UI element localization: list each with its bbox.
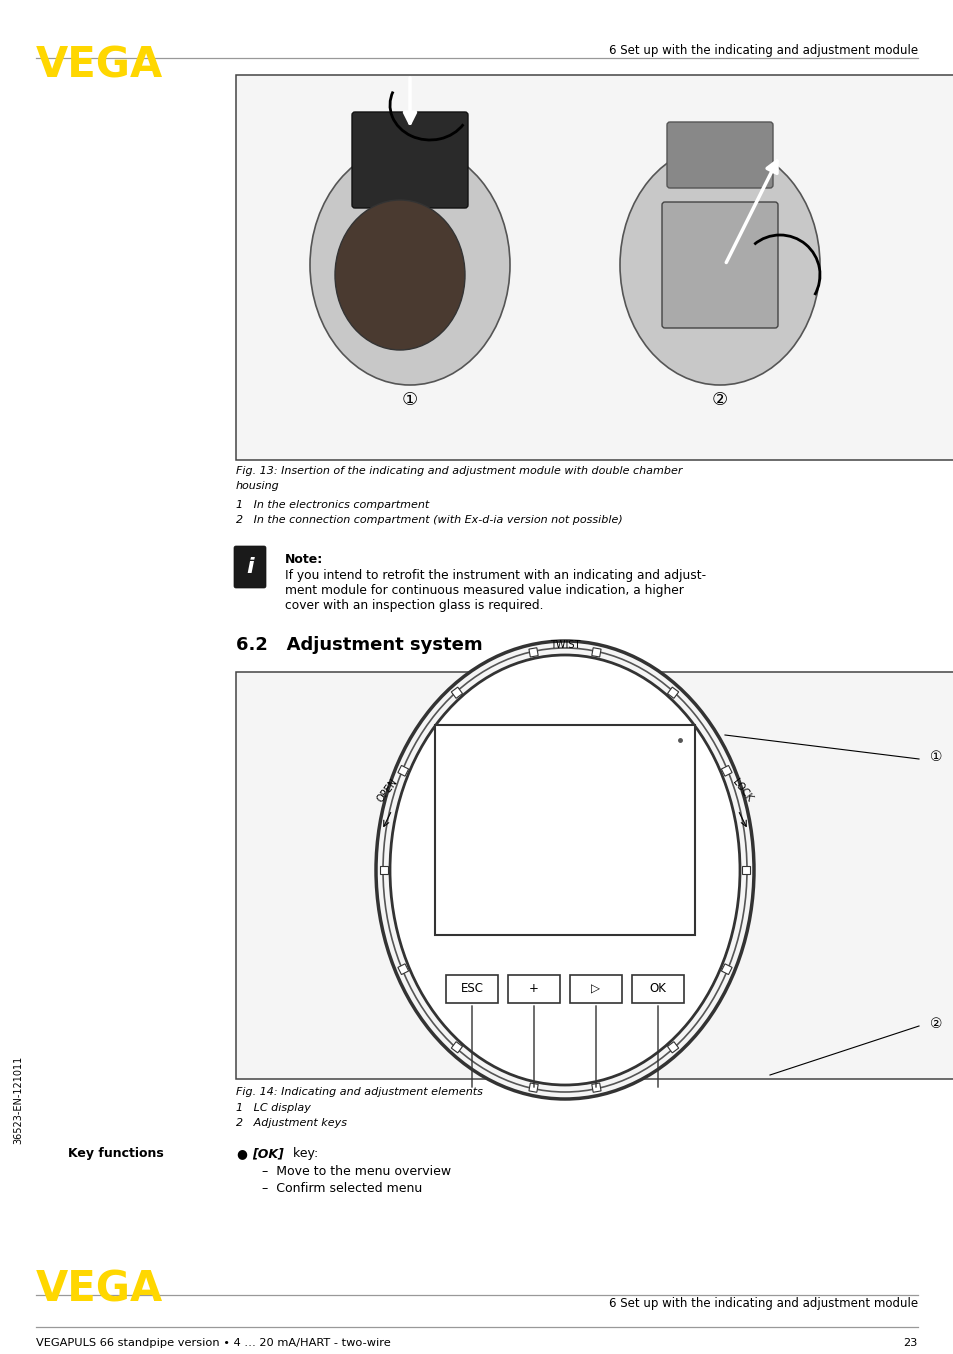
Bar	[591, 1083, 600, 1093]
Text: 6.2   Adjustment system: 6.2 Adjustment system	[235, 636, 482, 654]
Bar	[528, 1083, 537, 1093]
Text: ●: ●	[235, 1147, 247, 1160]
Text: VEGA: VEGA	[36, 1267, 163, 1311]
Text: 23: 23	[902, 1338, 917, 1349]
Bar	[667, 686, 678, 699]
Ellipse shape	[335, 200, 464, 349]
Text: If you intend to retrofit the instrument with an indicating and adjust-: If you intend to retrofit the instrument…	[285, 569, 705, 582]
Text: ①: ①	[401, 391, 417, 409]
Text: ②: ②	[929, 1017, 942, 1030]
Text: ②: ②	[711, 391, 727, 409]
Bar	[569, 975, 621, 1003]
Bar	[435, 724, 695, 936]
Ellipse shape	[390, 655, 740, 1085]
Text: +: +	[529, 983, 538, 995]
Bar	[507, 975, 559, 1003]
Bar	[451, 1041, 462, 1053]
Bar	[720, 964, 731, 975]
Text: Fig. 14: Indicating and adjustment elements: Fig. 14: Indicating and adjustment eleme…	[235, 1087, 482, 1097]
Text: [OK]: [OK]	[252, 1147, 283, 1160]
Bar	[591, 647, 600, 657]
Text: 1   In the electronics compartment: 1 In the electronics compartment	[235, 500, 429, 510]
Text: OK: OK	[649, 983, 666, 995]
Text: ment module for continuous measured value indication, a higher: ment module for continuous measured valu…	[285, 584, 683, 597]
Text: –  Confirm selected menu: – Confirm selected menu	[262, 1182, 422, 1196]
Text: 6 Set up with the indicating and adjustment module: 6 Set up with the indicating and adjustm…	[608, 1297, 917, 1311]
FancyBboxPatch shape	[666, 122, 772, 188]
Bar	[446, 975, 497, 1003]
Text: ▷: ▷	[591, 983, 599, 995]
Text: ESC: ESC	[460, 983, 483, 995]
Text: LOCK: LOCK	[729, 777, 753, 803]
Text: Note:: Note:	[285, 552, 323, 566]
Text: TWIST: TWIST	[549, 640, 579, 650]
Text: 6 Set up with the indicating and adjustment module: 6 Set up with the indicating and adjustm…	[608, 43, 917, 57]
Bar	[451, 686, 462, 699]
Text: 1   LC display: 1 LC display	[235, 1104, 311, 1113]
Text: cover with an inspection glass is required.: cover with an inspection glass is requir…	[285, 598, 543, 612]
Bar	[528, 647, 537, 657]
Text: VEGAPULS 66 standpipe version • 4 … 20 mA/HART - two-wire: VEGAPULS 66 standpipe version • 4 … 20 m…	[36, 1338, 391, 1349]
Ellipse shape	[619, 145, 820, 385]
Ellipse shape	[375, 640, 753, 1099]
Text: OPEN: OPEN	[375, 776, 399, 804]
Ellipse shape	[310, 145, 510, 385]
Bar	[667, 1041, 678, 1053]
Text: key:: key:	[289, 1147, 318, 1160]
Text: VEGA: VEGA	[36, 43, 163, 87]
Text: –  Move to the menu overview: – Move to the menu overview	[262, 1164, 451, 1178]
Bar	[397, 765, 408, 776]
Text: Fig. 13: Insertion of the indicating and adjustment module with double chamber: Fig. 13: Insertion of the indicating and…	[235, 466, 681, 477]
FancyBboxPatch shape	[233, 546, 266, 588]
Ellipse shape	[382, 649, 746, 1091]
Bar	[397, 964, 408, 975]
FancyBboxPatch shape	[352, 112, 468, 209]
Text: i: i	[246, 556, 253, 577]
Text: Key functions: Key functions	[68, 1147, 164, 1160]
Text: 36523-EN-121011: 36523-EN-121011	[13, 1056, 23, 1144]
Text: ①: ①	[929, 750, 942, 764]
Bar	[235, 672, 953, 1079]
FancyBboxPatch shape	[661, 202, 778, 328]
Bar	[720, 765, 731, 776]
Text: housing: housing	[235, 481, 279, 492]
Bar	[631, 975, 683, 1003]
Bar	[741, 867, 749, 873]
Text: 2   Adjustment keys: 2 Adjustment keys	[235, 1118, 347, 1128]
Bar	[379, 867, 388, 873]
Bar	[235, 74, 953, 460]
Text: 2   In the connection compartment (with Ex-d-ia version not possible): 2 In the connection compartment (with Ex…	[235, 515, 622, 525]
